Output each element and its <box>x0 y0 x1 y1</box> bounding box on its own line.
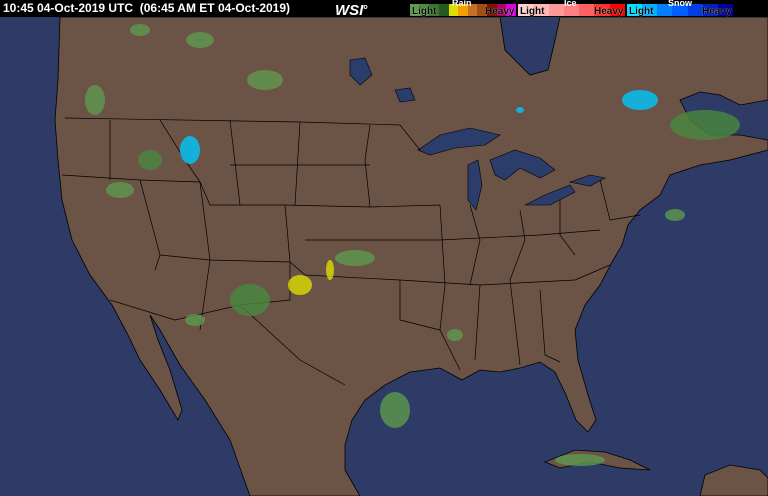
snow-label: Snow <box>668 0 692 8</box>
legend-swatch <box>467 4 478 16</box>
precip-area <box>130 24 150 36</box>
legend-swatch <box>438 4 449 16</box>
legend-swatch <box>518 4 534 16</box>
precip-area <box>335 250 375 266</box>
precip-area <box>516 107 524 113</box>
legend-swatch <box>458 4 468 16</box>
legend-swatch <box>506 4 517 16</box>
legend-swatch <box>717 4 733 16</box>
legend-swatch <box>533 4 549 16</box>
timestamp: 10:45 04-Oct-2019 UTC (06:45 AM ET 04-Oc… <box>3 1 291 15</box>
precip-area <box>288 275 312 295</box>
rain-label: Rain <box>452 0 472 8</box>
precip-area <box>326 260 334 280</box>
precip-area <box>447 329 463 341</box>
precip-area <box>622 90 658 110</box>
legend-swatch <box>477 4 488 16</box>
snow-light-label: Light <box>629 6 654 17</box>
ice-heavy-label: Heavy <box>594 6 624 17</box>
precip-area <box>138 150 162 170</box>
precip-area <box>665 209 685 221</box>
legend-swatch <box>702 4 718 16</box>
legend-swatch <box>419 4 430 16</box>
rain-light-label: Light <box>412 6 437 17</box>
precip-area <box>106 182 134 198</box>
legend-snow <box>627 4 733 16</box>
precip-area <box>555 454 605 466</box>
map-canvas <box>0 17 768 496</box>
legend-swatch <box>429 4 439 16</box>
yucatan-land <box>699 464 768 496</box>
logo: WSIo <box>335 2 368 19</box>
legend-swatch <box>594 4 610 16</box>
legend-ice <box>518 4 625 16</box>
legend-swatch <box>410 4 420 16</box>
precip-area <box>85 85 105 115</box>
legend-rain <box>410 4 517 16</box>
precip-area <box>247 70 283 90</box>
rain-heavy-label: Heavy <box>485 6 515 17</box>
legend-swatch <box>627 4 643 16</box>
snow-heavy-label: Heavy <box>702 6 732 17</box>
north-america-land <box>54 17 768 496</box>
legend-swatch <box>687 4 703 16</box>
legend-swatch <box>548 4 564 16</box>
legend-swatch <box>657 4 673 16</box>
ice-label: Ice <box>564 0 577 8</box>
precip-area <box>670 110 740 140</box>
precipitation <box>85 24 740 466</box>
legend-swatch <box>672 4 688 16</box>
legend-swatch <box>609 4 625 16</box>
precip-area <box>186 32 214 48</box>
precip-area <box>180 136 200 164</box>
great-lakes <box>349 57 606 211</box>
ice-light-label: Light <box>520 6 545 17</box>
legend-swatch <box>579 4 595 16</box>
precip-area <box>380 392 410 428</box>
precip-area <box>230 284 270 316</box>
legend-swatch <box>448 4 459 16</box>
legend-swatch <box>563 4 580 16</box>
header-bar: 10:45 04-Oct-2019 UTC (06:45 AM ET 04-Oc… <box>0 0 768 19</box>
legend-swatch <box>496 4 507 16</box>
precip-area <box>185 314 205 326</box>
legend-swatch <box>487 4 497 16</box>
legend-swatch <box>642 4 658 16</box>
